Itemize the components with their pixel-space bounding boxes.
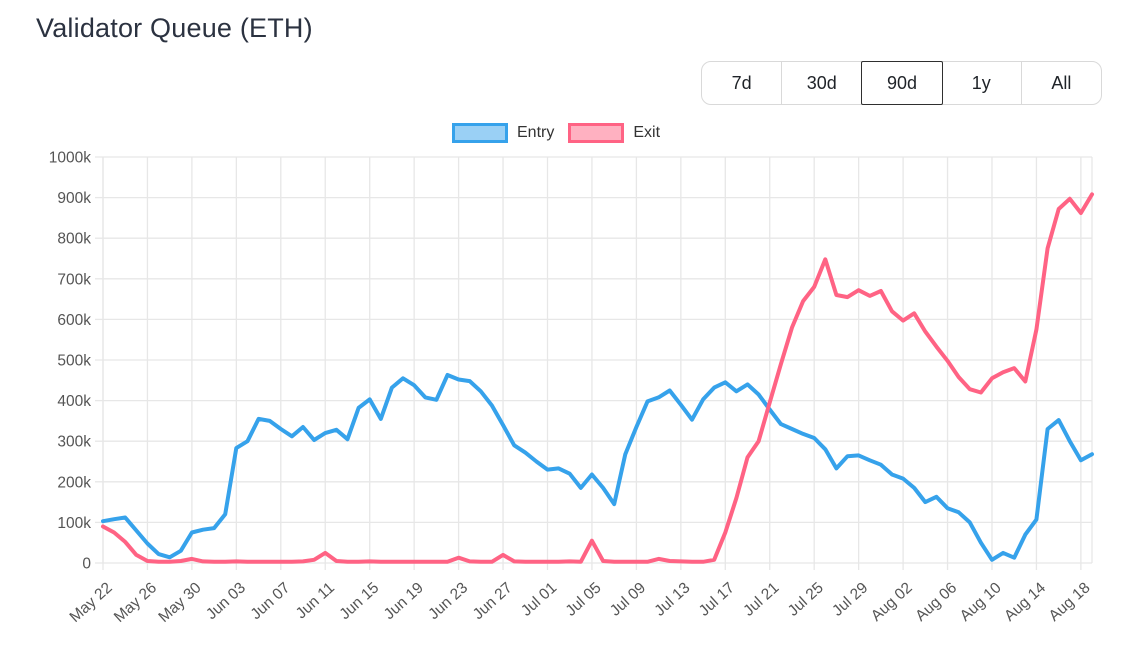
x-tick-label: Jul 25 bbox=[785, 579, 827, 619]
y-tick-label: 800k bbox=[57, 231, 91, 248]
x-tick-label: Jul 21 bbox=[740, 579, 782, 619]
x-tick-label: May 22 bbox=[67, 579, 116, 626]
range-button-all[interactable]: All bbox=[1022, 62, 1101, 104]
x-tick-label: May 30 bbox=[155, 579, 204, 626]
y-tick-label: 300k bbox=[57, 434, 91, 451]
x-tick-label: Jun 07 bbox=[248, 579, 294, 623]
y-tick-label: 0 bbox=[82, 556, 91, 573]
x-tick-label: Jul 29 bbox=[829, 579, 871, 619]
y-tick-label: 100k bbox=[57, 515, 91, 532]
y-tick-label: 900k bbox=[57, 190, 91, 207]
page-title: Validator Queue (ETH) bbox=[36, 13, 313, 43]
exit-line bbox=[101, 192, 1094, 564]
exit-legend-label: Exit bbox=[633, 124, 661, 141]
x-tick-label: Aug 14 bbox=[1001, 579, 1049, 625]
x-tick-label: Jun 03 bbox=[203, 579, 249, 623]
chart-legend: Entry Exit bbox=[452, 121, 660, 145]
legend-item-exit[interactable]: Exit bbox=[568, 123, 660, 143]
x-tick-label: Jun 15 bbox=[336, 579, 382, 623]
legend-item-entry[interactable]: Entry bbox=[452, 123, 554, 143]
y-tick-label: 400k bbox=[57, 393, 91, 410]
y-tick-label: 700k bbox=[57, 271, 91, 288]
range-button-90d[interactable]: 90d bbox=[861, 61, 943, 105]
x-tick-label: Jul 01 bbox=[518, 579, 560, 619]
entry-legend-swatch bbox=[452, 123, 508, 143]
x-tick-label: Jun 19 bbox=[381, 579, 427, 623]
x-tick-label: Aug 02 bbox=[868, 579, 916, 625]
x-tick-label: Aug 06 bbox=[912, 579, 960, 625]
gridlines bbox=[95, 156, 1093, 570]
x-tick-label: Jun 27 bbox=[470, 579, 516, 623]
y-tick-label: 200k bbox=[57, 474, 91, 491]
exit-legend-swatch bbox=[568, 123, 625, 143]
entry-legend-label: Entry bbox=[517, 124, 555, 141]
x-tick-label: Jul 13 bbox=[651, 579, 693, 619]
range-button-7d[interactable]: 7d bbox=[702, 62, 783, 104]
x-tick-label: Jun 11 bbox=[293, 579, 338, 622]
x-tick-label: Jun 23 bbox=[425, 579, 471, 623]
y-tick-label: 1000k bbox=[49, 150, 91, 167]
x-tick-label: Jul 05 bbox=[562, 579, 604, 619]
axis-tick-labels: 0 100k 200k 300k 400k 500k 600k 700k 800k 900k 100… bbox=[49, 150, 1094, 626]
x-tick-label: Aug 18 bbox=[1046, 579, 1094, 625]
y-tick-label: 600k bbox=[57, 312, 91, 329]
y-tick-label: 500k bbox=[57, 353, 91, 370]
range-button-1y[interactable]: 1y bbox=[942, 62, 1022, 104]
range-selector: 7d 30d 90d 1y All bbox=[701, 61, 1102, 105]
x-tick-label: Jul 09 bbox=[607, 579, 649, 619]
x-tick-label: May 26 bbox=[111, 579, 160, 626]
x-tick-label: Aug 10 bbox=[957, 579, 1005, 625]
x-tick-label: Jul 17 bbox=[696, 579, 738, 619]
entry-line bbox=[101, 373, 1094, 562]
